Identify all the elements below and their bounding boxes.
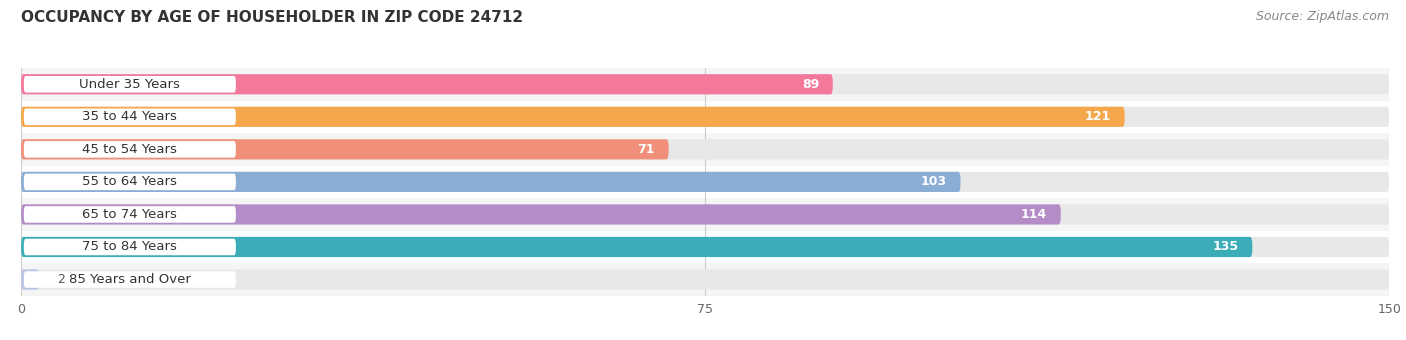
Bar [21, 198, 1389, 231]
Text: 121: 121 [1084, 110, 1111, 123]
Text: 2: 2 [58, 273, 66, 286]
FancyBboxPatch shape [21, 74, 832, 95]
Bar [21, 166, 1389, 198]
FancyBboxPatch shape [21, 269, 39, 290]
FancyBboxPatch shape [24, 141, 236, 158]
Text: 55 to 64 Years: 55 to 64 Years [83, 175, 177, 188]
Text: 103: 103 [921, 175, 946, 188]
FancyBboxPatch shape [24, 108, 236, 125]
FancyBboxPatch shape [21, 172, 1389, 192]
Text: 89: 89 [801, 78, 820, 91]
FancyBboxPatch shape [21, 139, 669, 159]
Text: Under 35 Years: Under 35 Years [79, 78, 180, 91]
FancyBboxPatch shape [21, 107, 1389, 127]
Text: 65 to 74 Years: 65 to 74 Years [83, 208, 177, 221]
Text: 75 to 84 Years: 75 to 84 Years [83, 240, 177, 254]
FancyBboxPatch shape [21, 74, 1389, 95]
Bar [21, 101, 1389, 133]
FancyBboxPatch shape [21, 237, 1389, 257]
Text: 35 to 44 Years: 35 to 44 Years [83, 110, 177, 123]
FancyBboxPatch shape [24, 206, 236, 223]
Bar [21, 231, 1389, 263]
FancyBboxPatch shape [21, 172, 960, 192]
FancyBboxPatch shape [21, 237, 1253, 257]
FancyBboxPatch shape [21, 204, 1389, 224]
Text: 85 Years and Over: 85 Years and Over [69, 273, 191, 286]
FancyBboxPatch shape [24, 174, 236, 190]
Text: OCCUPANCY BY AGE OF HOUSEHOLDER IN ZIP CODE 24712: OCCUPANCY BY AGE OF HOUSEHOLDER IN ZIP C… [21, 10, 523, 25]
Bar [21, 133, 1389, 166]
Bar [21, 68, 1389, 101]
Bar [21, 263, 1389, 296]
FancyBboxPatch shape [21, 204, 1060, 224]
Text: 135: 135 [1212, 240, 1239, 254]
FancyBboxPatch shape [21, 269, 1389, 290]
FancyBboxPatch shape [24, 76, 236, 92]
Text: 71: 71 [637, 143, 655, 156]
FancyBboxPatch shape [24, 271, 236, 288]
FancyBboxPatch shape [24, 239, 236, 255]
FancyBboxPatch shape [21, 139, 1389, 159]
FancyBboxPatch shape [21, 107, 1125, 127]
Text: 114: 114 [1021, 208, 1047, 221]
Text: Source: ZipAtlas.com: Source: ZipAtlas.com [1256, 10, 1389, 23]
Text: 45 to 54 Years: 45 to 54 Years [83, 143, 177, 156]
